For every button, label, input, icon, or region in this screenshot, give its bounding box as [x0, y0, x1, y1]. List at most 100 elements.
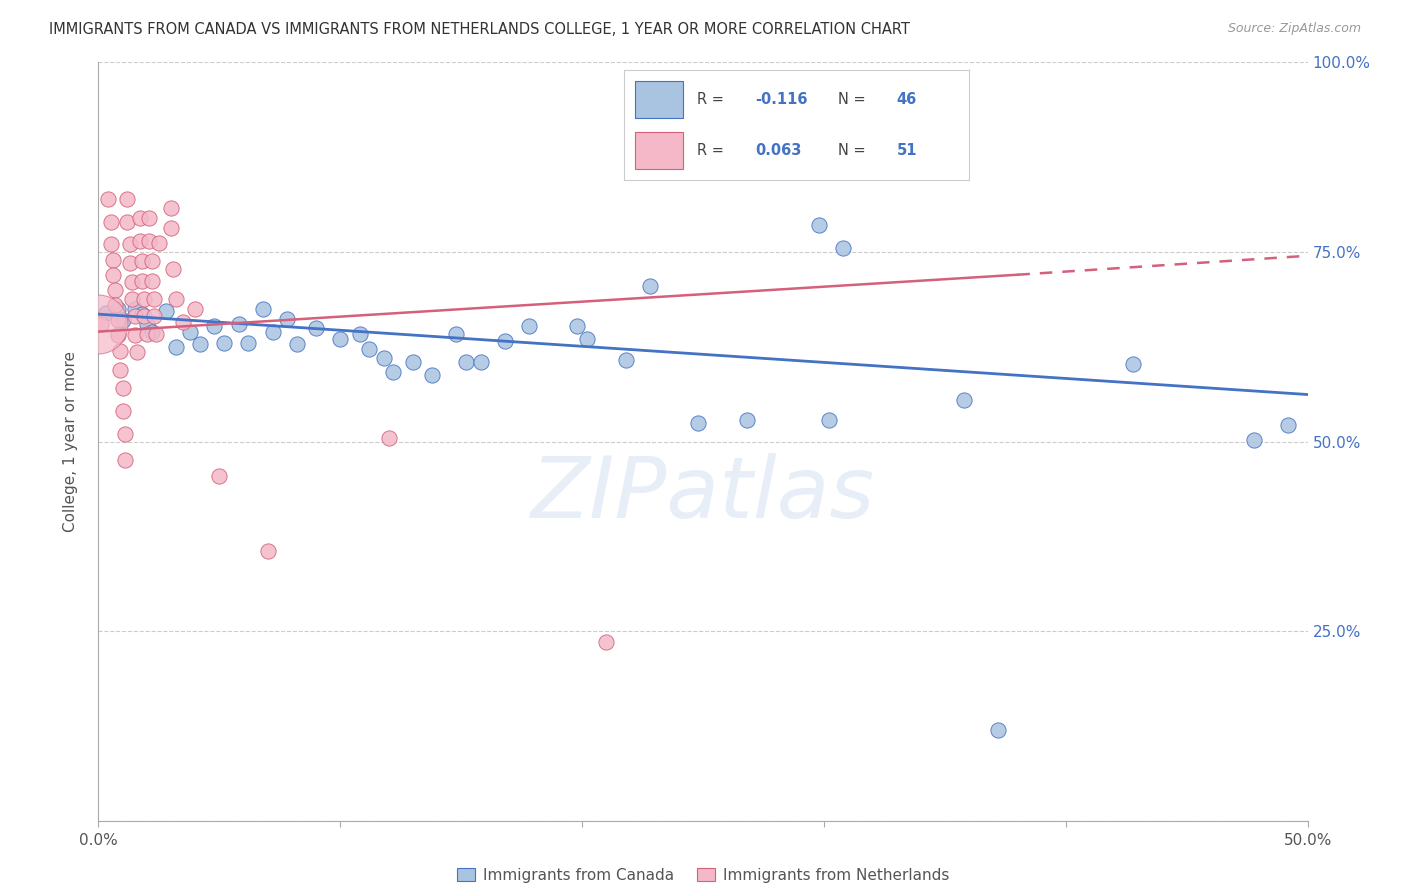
Point [111, 382, 134, 396]
Point [402, 355, 425, 369]
Point [108, 362, 131, 376]
Point [104, 283, 127, 297]
Point [184, 301, 207, 316]
Point [128, 211, 150, 225]
Point [160, 220, 183, 235]
Point [454, 355, 477, 369]
Point [124, 310, 146, 324]
Point [305, 320, 328, 334]
Point [349, 326, 371, 341]
Point [688, 416, 710, 430]
Point [131, 274, 153, 288]
Point [117, 214, 139, 228]
Point [124, 301, 146, 316]
Point [817, 413, 839, 427]
Point [614, 352, 637, 367]
Point [179, 325, 201, 339]
Point [121, 275, 143, 289]
Point [118, 256, 141, 270]
Point [238, 335, 260, 350]
Point [808, 219, 831, 233]
Point [162, 261, 184, 276]
Point [111, 313, 134, 327]
Point [517, 319, 540, 334]
Point [446, 326, 468, 341]
Point [107, 313, 129, 327]
Point [134, 310, 156, 324]
Point [567, 319, 589, 334]
Point [141, 254, 163, 268]
Text: ZIPatlas: ZIPatlas [531, 453, 875, 536]
Point [172, 315, 194, 329]
Point [208, 468, 231, 483]
Point [121, 292, 143, 306]
Point [1122, 357, 1144, 371]
Point [100, 214, 122, 228]
Point [128, 234, 150, 248]
Point [141, 274, 163, 288]
Point [134, 292, 156, 306]
Point [1243, 433, 1265, 447]
Point [94, 305, 117, 319]
Point [138, 234, 160, 248]
Point [127, 345, 149, 359]
Point [204, 319, 226, 334]
Point [135, 317, 157, 331]
Point [148, 235, 170, 250]
Point [108, 343, 131, 358]
Point [117, 192, 139, 206]
Text: Source: ZipAtlas.com: Source: ZipAtlas.com [1227, 22, 1361, 36]
Point [212, 335, 235, 350]
Point [100, 237, 122, 252]
Point [135, 326, 157, 341]
Point [165, 340, 187, 354]
Point [165, 292, 187, 306]
Point [141, 325, 163, 339]
Point [143, 292, 166, 306]
Legend: Immigrants from Canada, Immigrants from Netherlands: Immigrants from Canada, Immigrants from … [451, 862, 955, 888]
Point [575, 332, 598, 346]
Point [470, 355, 492, 369]
Point [124, 328, 146, 343]
Point [107, 301, 129, 316]
Text: IMMIGRANTS FROM CANADA VS IMMIGRANTS FROM NETHERLANDS COLLEGE, 1 YEAR OR MORE CO: IMMIGRANTS FROM CANADA VS IMMIGRANTS FRO… [49, 22, 910, 37]
Point [276, 311, 298, 326]
Point [87, 317, 110, 331]
Point [97, 192, 120, 206]
Point [256, 544, 278, 558]
Point [131, 307, 153, 321]
Point [138, 211, 160, 225]
Point [145, 326, 167, 341]
Point [143, 310, 166, 324]
Point [131, 254, 153, 268]
Point [252, 301, 274, 316]
Point [101, 268, 124, 282]
Point [90, 317, 112, 331]
Point [104, 298, 127, 312]
Point [735, 413, 758, 427]
Point [107, 328, 129, 343]
Point [377, 431, 399, 445]
Point [188, 337, 211, 351]
Y-axis label: College, 1 year or more: College, 1 year or more [63, 351, 77, 532]
Point [953, 392, 976, 407]
Point [1277, 417, 1299, 432]
Point [111, 404, 134, 418]
Point [160, 201, 183, 215]
Point [285, 337, 308, 351]
Point [494, 334, 516, 349]
Point [420, 368, 443, 382]
Point [329, 332, 352, 346]
Point [638, 279, 661, 293]
Point [114, 453, 136, 467]
Point [262, 325, 284, 339]
Point [382, 365, 405, 379]
Point [832, 241, 855, 255]
Point [118, 237, 141, 252]
Point [155, 304, 177, 318]
Point [595, 635, 617, 649]
Point [228, 317, 250, 331]
Point [373, 351, 395, 366]
Point [114, 427, 136, 442]
Point [359, 342, 381, 356]
